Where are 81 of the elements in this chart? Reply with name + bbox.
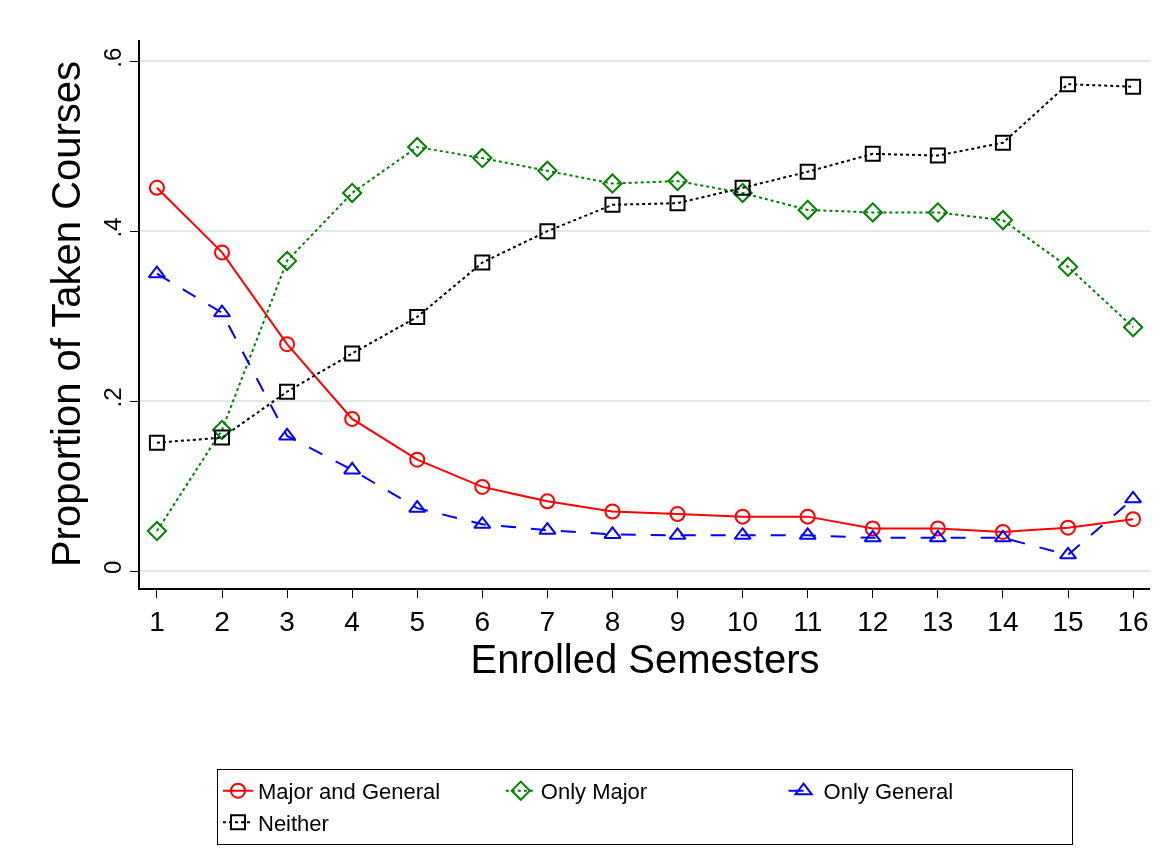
point [1125, 511, 1142, 528]
point [797, 199, 818, 221]
point [1058, 546, 1078, 560]
point [276, 250, 298, 271]
point [669, 195, 686, 212]
point [734, 508, 751, 525]
point [409, 451, 426, 468]
x-tick-label: 16 [1117, 606, 1149, 638]
x-tick-label: 1 [149, 606, 165, 638]
x-tick-label: 10 [727, 606, 759, 638]
x-tick-label: 3 [279, 606, 295, 638]
point [604, 196, 621, 213]
point [863, 529, 882, 543]
point [1057, 256, 1079, 277]
point [992, 210, 1014, 231]
point [472, 148, 493, 169]
point [344, 345, 361, 362]
point [212, 304, 232, 318]
point [279, 336, 296, 353]
point [1124, 490, 1143, 504]
x-tick-label: 14 [987, 606, 1019, 638]
x-tick-label: 11 [793, 606, 823, 638]
y-tick-label: 0 [98, 560, 126, 575]
legend-label: Neither [258, 810, 329, 836]
point [993, 529, 1013, 543]
x-axis-title: Enrolled Semesters [470, 637, 820, 682]
y-tick-label: .2 [98, 387, 126, 408]
point [604, 503, 621, 520]
point [799, 163, 816, 180]
point [147, 265, 166, 279]
point [927, 202, 948, 223]
point [929, 147, 946, 164]
point [407, 136, 428, 158]
point [343, 461, 362, 475]
point [148, 179, 165, 196]
x-tick-label: 2 [214, 606, 230, 638]
point [539, 223, 556, 240]
legend-label: Major and General [258, 779, 441, 805]
x-tick-label: 6 [474, 606, 491, 638]
point [994, 134, 1011, 151]
point [474, 254, 491, 271]
point [409, 308, 426, 325]
y-tick-label: .4 [98, 217, 126, 238]
point [1125, 78, 1142, 95]
point [214, 244, 230, 261]
point [344, 410, 361, 427]
legend-label: Only General [823, 779, 954, 805]
point [277, 427, 297, 441]
y-axis-title: Proportion of Taken Courses [43, 60, 88, 568]
point [667, 170, 688, 192]
point [862, 202, 883, 223]
point [732, 182, 753, 204]
x-tick-label: 13 [922, 606, 954, 638]
x-tick-label: 4 [344, 606, 360, 638]
x-tick-label: 15 [1052, 606, 1084, 638]
x-tick-label: 7 [539, 606, 556, 638]
point [1060, 519, 1076, 536]
point [148, 434, 165, 451]
point [279, 383, 296, 400]
point [928, 529, 947, 543]
point [539, 493, 556, 510]
point [474, 478, 491, 495]
point [994, 523, 1011, 540]
x-tick-label: 9 [669, 606, 686, 638]
point [602, 173, 623, 194]
point [864, 520, 881, 537]
point [211, 419, 233, 441]
point [799, 508, 816, 525]
point [929, 520, 946, 537]
x-tick-label: 5 [409, 606, 426, 638]
x-tick-label: 12 [857, 606, 889, 638]
point [1060, 76, 1076, 93]
point [537, 160, 558, 181]
point [1122, 317, 1144, 338]
point [342, 182, 363, 204]
point [669, 506, 686, 523]
point [146, 520, 168, 542]
y-tick-label: .6 [98, 47, 126, 68]
point [864, 145, 881, 162]
legend-label: Only Major [540, 779, 648, 805]
x-tick-label: 8 [604, 606, 621, 638]
